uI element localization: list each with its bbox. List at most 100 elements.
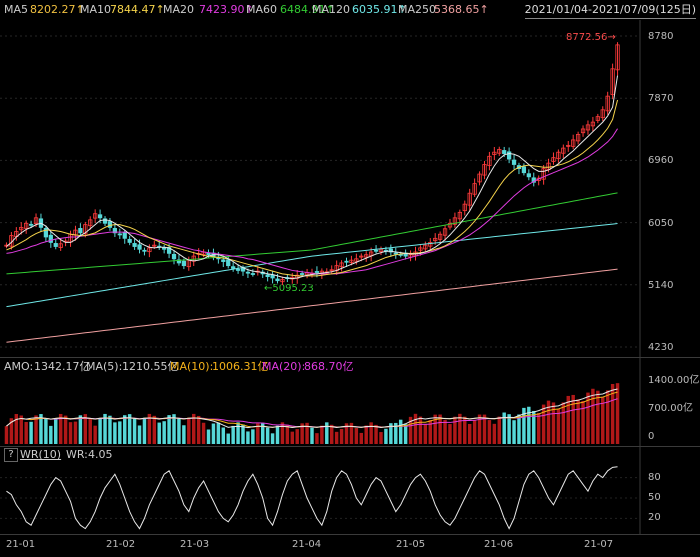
high-price-annotation: 8772.56→ (566, 32, 616, 43)
wr-label: WR: (66, 448, 88, 461)
amount-bar-down (182, 425, 186, 444)
ma60-label: MA60 (246, 3, 278, 16)
high-price-value: 8772.56 (566, 32, 608, 43)
candle-down (132, 243, 137, 247)
candle-up (595, 116, 600, 121)
amount-bar-down (177, 418, 181, 444)
candle-down (502, 150, 507, 154)
panel-separator (0, 446, 700, 447)
candle-down (226, 259, 231, 267)
candle-down (28, 223, 34, 226)
amo-ma5-label: MA(5): (86, 360, 123, 373)
amount-bar-up (305, 422, 309, 444)
amount-bar-up (285, 424, 290, 444)
amount-bar-down (211, 423, 216, 444)
amount-bar-up (576, 399, 580, 444)
candle-up (354, 258, 359, 262)
amount-bar-up (605, 390, 610, 444)
amount-bar-up (546, 400, 551, 444)
candle-up (280, 278, 285, 283)
candle-down (78, 228, 83, 234)
candle-down (107, 221, 113, 228)
ma120-label: MA120 (312, 3, 351, 16)
amount-bar-up (551, 402, 556, 444)
amount-bar-up (453, 416, 457, 444)
amount-bar-down (98, 417, 102, 444)
amount-bar-down (522, 407, 526, 444)
amount-bar-down (123, 415, 127, 444)
amount-bar-up (19, 415, 23, 444)
ma250-value: 5368.65↑ (434, 3, 489, 16)
candle-up (610, 68, 615, 95)
candle-up (477, 173, 482, 183)
candle-up (83, 224, 88, 235)
amount-bar-up (320, 425, 324, 444)
candle-up (462, 203, 467, 212)
candle-up (497, 149, 502, 154)
candle-down (221, 259, 226, 262)
candle-up (566, 144, 571, 147)
help-button[interactable]: ? (4, 448, 18, 462)
amount-bar-up (487, 420, 492, 444)
candle-up (33, 217, 39, 225)
candle-down (102, 218, 108, 224)
amount-bar-down (389, 423, 393, 444)
wr-indicator-selector[interactable]: WR(10) (20, 448, 62, 461)
wr-axis-tick: 20 (648, 512, 661, 523)
amount-bar-up (438, 414, 442, 444)
amount-axis-tick: 1400.00亿 (648, 375, 700, 386)
amount-bar-up (610, 383, 615, 444)
amount-bar-up (586, 392, 590, 444)
amount-bar-down (29, 421, 33, 444)
candle-down (373, 249, 379, 252)
candle-up (433, 237, 438, 242)
candle-up (329, 269, 334, 272)
ma5-value: 8202.27↑ (30, 3, 85, 16)
amount-bar-down (384, 428, 388, 444)
amount-bar-up (9, 418, 14, 444)
amount-bar-up (413, 413, 418, 444)
candle-up (58, 243, 63, 248)
amount-bar-down (231, 425, 235, 444)
amount-bar-up (83, 414, 88, 444)
amount-bar-down (78, 415, 83, 444)
amount-bar-down (127, 414, 132, 444)
ma20-value: 7423.90↑ (199, 3, 254, 16)
wr-axis-tick: 80 (648, 472, 661, 483)
ma20-label: MA20 (163, 3, 195, 16)
candle-down (171, 253, 177, 260)
amount-bar-down (270, 433, 275, 444)
amount-bar-down (246, 431, 250, 444)
candle-down (53, 243, 58, 247)
date-range-selector[interactable]: 2021/01/04-2021/07/09(125日) (524, 2, 696, 19)
candle-up (19, 226, 24, 231)
amount-bar-up (280, 422, 285, 444)
amount-bar-down (325, 422, 329, 444)
candle-up (88, 219, 93, 227)
amount-bar-up (58, 413, 63, 444)
candle-up (452, 217, 458, 225)
wr-line (6, 466, 618, 530)
amo-label: AMO: (4, 360, 34, 373)
candle-up (423, 244, 428, 250)
candle-down (43, 228, 49, 238)
candle-down (521, 166, 527, 174)
ma10-line (6, 99, 619, 277)
amount-bar-down (398, 419, 403, 444)
amount-bar-up (601, 396, 605, 444)
amount-bar-down (132, 418, 137, 444)
candle-up (541, 168, 546, 180)
amount-bar-up (482, 414, 487, 444)
candle-up (467, 192, 472, 206)
amount-bar-up (315, 433, 319, 444)
amount-bar-up (374, 424, 378, 444)
amount-bar-up (556, 408, 561, 444)
ma250-line (6, 268, 618, 343)
ma250-label: MA250 (398, 3, 437, 16)
amount-bar-up (88, 418, 92, 444)
candle-up (580, 128, 586, 134)
amount-bar-up (329, 424, 334, 444)
candle-up (487, 155, 492, 166)
amount-bar-up (443, 419, 447, 444)
